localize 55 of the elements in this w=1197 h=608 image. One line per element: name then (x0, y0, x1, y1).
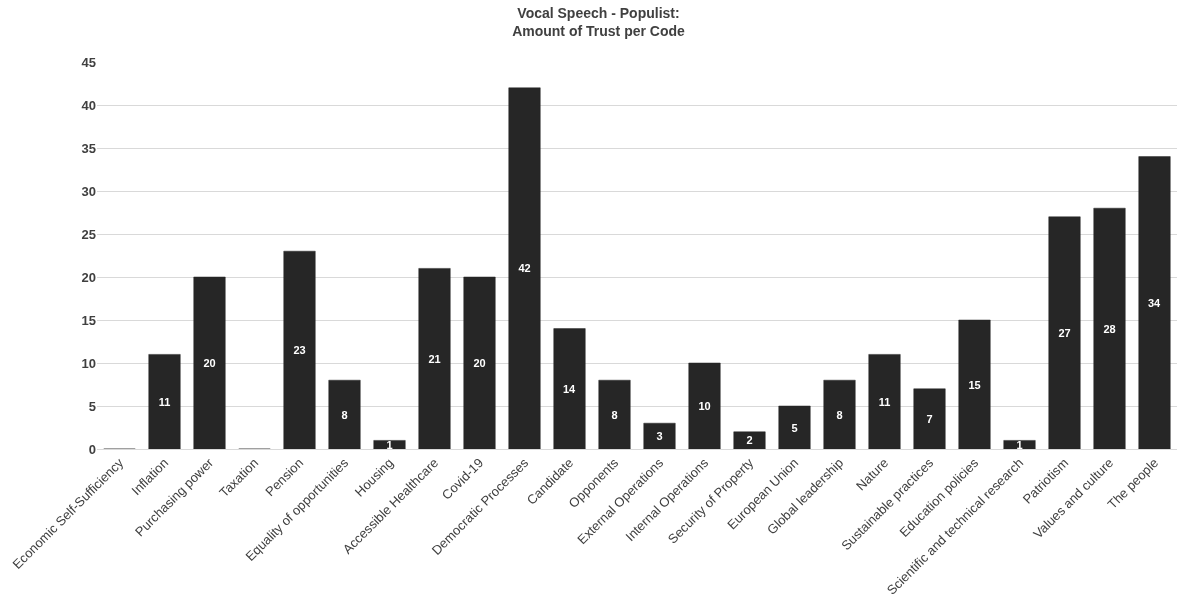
y-tick-label: 30 (81, 183, 96, 199)
data-label: 23 (293, 344, 306, 357)
bar (328, 379, 361, 449)
data-label: 7 (926, 412, 933, 425)
y-tick-label: 40 (81, 97, 96, 113)
data-label: 8 (611, 408, 618, 421)
bar (1048, 216, 1081, 449)
data-label: 2 (746, 434, 753, 447)
y-tick-label: 45 (81, 54, 96, 70)
bar (688, 362, 721, 449)
data-label: 5 (791, 421, 798, 434)
bar (778, 405, 811, 449)
y-tick-label: 0 (88, 441, 96, 457)
data-label: 10 (698, 400, 711, 412)
bar (283, 250, 316, 449)
bar (553, 328, 586, 449)
bar (508, 87, 541, 449)
bar (463, 276, 496, 449)
bar (418, 268, 451, 449)
y-tick-label: 25 (81, 226, 96, 242)
bar (913, 388, 946, 449)
data-label: 3 (656, 430, 663, 443)
data-label: 1 (1016, 438, 1023, 451)
chart-title: Vocal Speech - Populist: Amount of Trust per Code (512, 5, 686, 40)
data-label: 8 (836, 408, 843, 421)
data-label: 14 (562, 382, 577, 395)
bar (733, 431, 766, 449)
bar (1003, 440, 1036, 449)
y-tick-label: 20 (81, 269, 96, 285)
bar (1093, 207, 1126, 449)
y-tick-label: 15 (81, 312, 96, 328)
bar (1138, 156, 1171, 449)
data-label: 11 (878, 395, 891, 408)
data-label: 1 (386, 438, 393, 451)
data-label: 11 (158, 395, 171, 408)
bar (373, 440, 406, 449)
bar (823, 379, 856, 449)
bar (958, 319, 991, 449)
data-label: 28 (1103, 322, 1116, 335)
bar (148, 354, 181, 449)
data-label: 34 (1147, 296, 1162, 309)
data-label: 15 (968, 378, 981, 391)
data-label: 20 (203, 357, 216, 369)
data-label: 27 (1058, 326, 1071, 339)
y-tick-label: 10 (81, 355, 96, 371)
data-label: 8 (341, 408, 348, 421)
bar (643, 422, 676, 449)
bar (868, 354, 901, 449)
data-label: 20 (473, 357, 486, 369)
bar (598, 379, 631, 449)
data-label: 42 (518, 262, 531, 275)
y-tick-label: 5 (88, 398, 96, 414)
data-label: 21 (428, 352, 441, 365)
bar (193, 276, 226, 449)
y-tick-label: 35 (81, 140, 96, 156)
